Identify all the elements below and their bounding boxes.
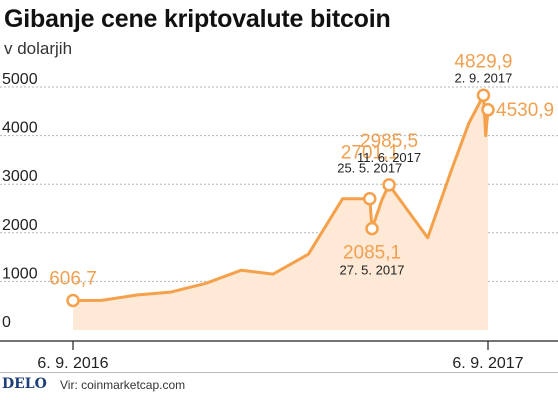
y-tick-label: 4000 xyxy=(2,120,38,137)
annotation-value: 606,7 xyxy=(49,269,97,290)
annotation-date: 27. 5. 2017 xyxy=(339,263,404,278)
y-tick-label: 3000 xyxy=(2,168,38,185)
data-point-marker xyxy=(363,191,377,206)
annotation-date: 2. 9. 2017 xyxy=(455,70,513,85)
chart-title: Gibanje cene kriptovalute bitcoin xyxy=(4,5,391,33)
annotation-value: 2701,1 xyxy=(341,143,399,164)
y-tick-label: 1000 xyxy=(2,265,38,282)
y-tick-label: 2000 xyxy=(2,217,38,234)
data-point-marker xyxy=(365,221,379,236)
y-tick-label: 5000 xyxy=(2,71,38,88)
annotation-value: 4530,9 xyxy=(496,100,554,121)
x-axis: 6. 9. 2016 6. 9. 2017 xyxy=(0,340,558,372)
annotation-value: 2985,5 xyxy=(360,131,418,152)
annotation-value: 2085,1 xyxy=(343,243,401,264)
chart-subtitle: v dolarjih xyxy=(4,39,73,58)
data-point-marker xyxy=(66,293,80,308)
data-point-marker xyxy=(476,88,491,103)
y-axis-ticks: 0 1000 2000 3000 4000 5000 xyxy=(2,71,38,331)
annotations: 606,7 2701,125. 5. 2017 2085,127. 5. 2017 2… xyxy=(49,51,554,289)
annotation-date: 25. 5. 2017 xyxy=(337,161,402,176)
y-tick-label: 0 xyxy=(2,314,11,331)
x-tick-label: 6. 9. 2016 xyxy=(37,355,108,372)
footer-divider xyxy=(0,372,558,373)
annotation-date: 11. 6. 2017 xyxy=(357,150,421,165)
price-area xyxy=(73,95,488,330)
data-point-marker xyxy=(481,103,495,117)
markers xyxy=(66,88,495,308)
publisher-logo: DELO xyxy=(2,376,47,392)
x-tick-label: 6. 9. 2017 xyxy=(452,355,523,372)
source-note: Vir: coinmarketcap.com xyxy=(60,378,186,392)
annotation-value: 4829,9 xyxy=(454,51,512,72)
data-point-marker xyxy=(382,178,396,192)
